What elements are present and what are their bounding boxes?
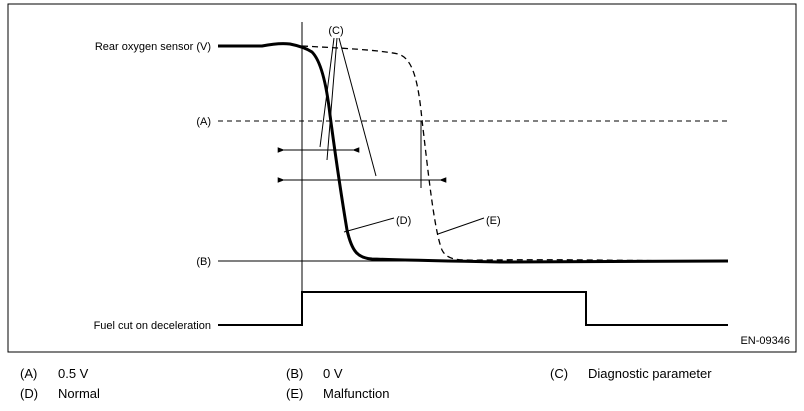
malfunction-curve [301, 45, 729, 262]
legend-key-c: (C) [550, 366, 569, 381]
callout-c-leader-3 [338, 37, 377, 177]
legend-key-e: (E) [286, 386, 304, 401]
callout-e-leader [437, 217, 485, 235]
diagram-border [7, 3, 797, 353]
callout-d-leader [343, 217, 395, 233]
legend-key-d: (D) [20, 386, 39, 401]
normal-curve [218, 42, 729, 264]
level-a-tag: (A) [196, 116, 211, 128]
callout-e: (E) [486, 215, 501, 227]
fuel-cut-signal [218, 291, 728, 326]
legend-text-a: 0.5 V [58, 366, 89, 381]
legend-text-d: Normal [58, 386, 100, 401]
rear-sensor-label: Rear oxygen sensor (V) [95, 41, 211, 53]
legend-text-c: Diagnostic parameter [588, 366, 712, 381]
legend-text-b: 0 V [323, 366, 343, 381]
callout-c-leader-2 [326, 37, 338, 161]
legend-key-a: (A) [20, 366, 38, 381]
callout-c-leader-1 [319, 37, 335, 148]
callout-c: (C) [328, 25, 343, 37]
figure-code: EN-09346 [740, 335, 790, 347]
legend-text-e: Malfunction [323, 386, 390, 401]
legend-key-b: (B) [286, 366, 304, 381]
fuel-cut-label: Fuel cut on deceleration [94, 320, 211, 332]
level-b-tag: (B) [196, 256, 211, 268]
callout-d: (D) [396, 215, 411, 227]
